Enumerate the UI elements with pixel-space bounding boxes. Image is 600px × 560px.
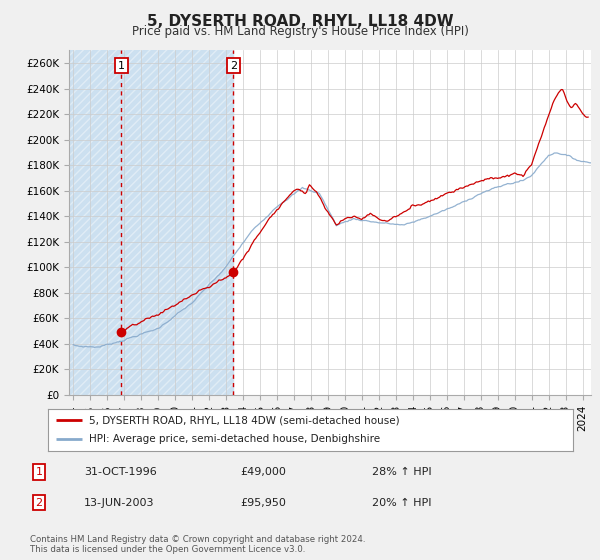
Text: 13-JUN-2003: 13-JUN-2003 — [84, 498, 155, 507]
Text: 5, DYSERTH ROAD, RHYL, LL18 4DW: 5, DYSERTH ROAD, RHYL, LL18 4DW — [146, 14, 454, 29]
Text: Contains HM Land Registry data © Crown copyright and database right 2024.
This d: Contains HM Land Registry data © Crown c… — [30, 535, 365, 554]
Text: 1: 1 — [35, 467, 43, 477]
Bar — [69, 50, 233, 395]
Text: HPI: Average price, semi-detached house, Denbighshire: HPI: Average price, semi-detached house,… — [89, 435, 380, 445]
Text: 20% ↑ HPI: 20% ↑ HPI — [372, 498, 431, 507]
Text: 28% ↑ HPI: 28% ↑ HPI — [372, 467, 431, 477]
Text: 2: 2 — [35, 498, 43, 507]
Bar — [69, 50, 233, 395]
Text: £95,950: £95,950 — [240, 498, 286, 507]
Text: 1: 1 — [118, 60, 125, 71]
Text: £49,000: £49,000 — [240, 467, 286, 477]
Text: 31-OCT-1996: 31-OCT-1996 — [84, 467, 157, 477]
Text: Price paid vs. HM Land Registry's House Price Index (HPI): Price paid vs. HM Land Registry's House … — [131, 25, 469, 38]
Text: 2: 2 — [230, 60, 237, 71]
Text: 5, DYSERTH ROAD, RHYL, LL18 4DW (semi-detached house): 5, DYSERTH ROAD, RHYL, LL18 4DW (semi-de… — [89, 415, 400, 425]
